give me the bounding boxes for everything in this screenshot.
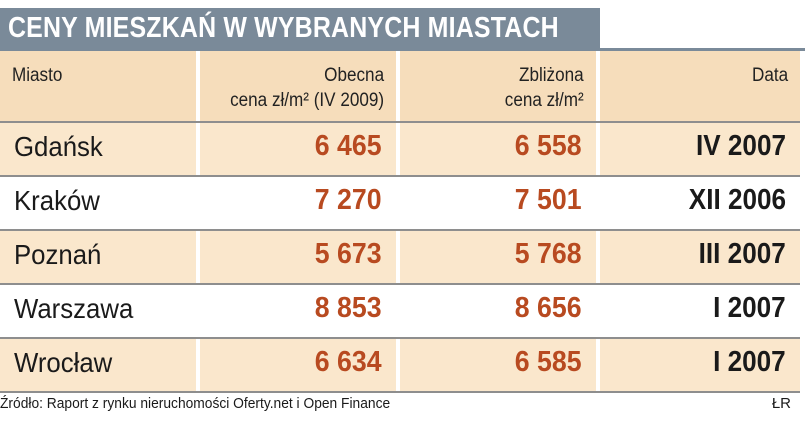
table-cell: Kraków [0,177,200,229]
table-cell: III 2007 [600,231,800,283]
header-cell: Data [600,51,800,121]
column-header: Miasto [12,65,63,86]
table-cell: 8 853 [200,285,400,337]
header-cell: Zbliżona cena zł/m² [400,51,600,121]
price-date: I 2007 [713,346,786,378]
row-divider [0,229,800,231]
price-date: XII 2006 [688,184,786,216]
header-cell: Obecna cena zł/m² (IV 2009) [200,51,400,121]
city-name: Wrocław [14,347,113,378]
table-cell: 7 270 [200,177,400,229]
table-row: Kraków 7 270 7 501 XII 2006 [0,177,800,229]
row-divider [0,283,800,285]
city-name: Warszawa [14,293,134,324]
table-row: Poznań 5 673 5 768 III 2007 [0,231,800,283]
similar-price: 6 585 [515,346,582,378]
source-note: Źródło: Raport z rynku nieruchomości Ofe… [0,395,391,412]
city-name: Gdańsk [14,131,103,162]
table-cell: 7 501 [400,177,600,229]
current-price: 8 853 [315,292,382,324]
table-cell: 6 585 [400,339,600,391]
price-date: I 2007 [713,292,786,324]
similar-price: 5 768 [515,238,582,270]
table-cell: 6 558 [400,123,600,175]
chart-title: CENY MIESZKAŃ W WYBRANYCH MIASTACH [8,12,559,44]
table-row: Gdańsk 6 465 6 558 IV 2007 [0,123,800,175]
similar-price: 7 501 [515,184,582,216]
table-cell: Warszawa [0,285,200,337]
table-row: Warszawa 8 853 8 656 I 2007 [0,285,800,337]
title-bar: CENY MIESZKAŃ W WYBRANYCH MIASTACH [0,8,600,48]
row-divider [0,175,800,177]
author-credit: ŁR [771,395,791,412]
row-divider [0,121,800,123]
header-cell: Miasto [0,51,200,121]
city-name: Kraków [14,185,100,216]
table-cell: IV 2007 [600,123,800,175]
column-header: Obecna cena zł/m² (IV 2009) [230,65,384,111]
similar-price: 6 558 [515,130,582,162]
price-date: III 2007 [698,238,786,270]
price-date: IV 2007 [696,130,786,162]
table-cell: 6 465 [200,123,400,175]
table-cell: 5 768 [400,231,600,283]
table-cell: Wrocław [0,339,200,391]
column-header: Zbliżona cena zł/m² [505,65,584,111]
city-name: Poznań [14,239,102,270]
row-divider [0,391,800,393]
table-row: Wrocław 6 634 6 585 I 2007 [0,339,800,391]
current-price: 6 465 [315,130,382,162]
table-cell: 6 634 [200,339,400,391]
current-price: 6 634 [315,346,382,378]
title-underline [0,48,805,51]
table-header-row: Miasto Obecna cena zł/m² (IV 2009) Zbliżon… [0,51,800,121]
table-cell: I 2007 [600,285,800,337]
table-cell: 8 656 [400,285,600,337]
table-cell: I 2007 [600,339,800,391]
row-divider [0,337,800,339]
similar-price: 8 656 [515,292,582,324]
table-cell: 5 673 [200,231,400,283]
table-cell: Gdańsk [0,123,200,175]
column-header: Data [751,65,788,86]
current-price: 5 673 [315,238,382,270]
table-cell: Poznań [0,231,200,283]
current-price: 7 270 [315,184,382,216]
table-cell: XII 2006 [600,177,800,229]
